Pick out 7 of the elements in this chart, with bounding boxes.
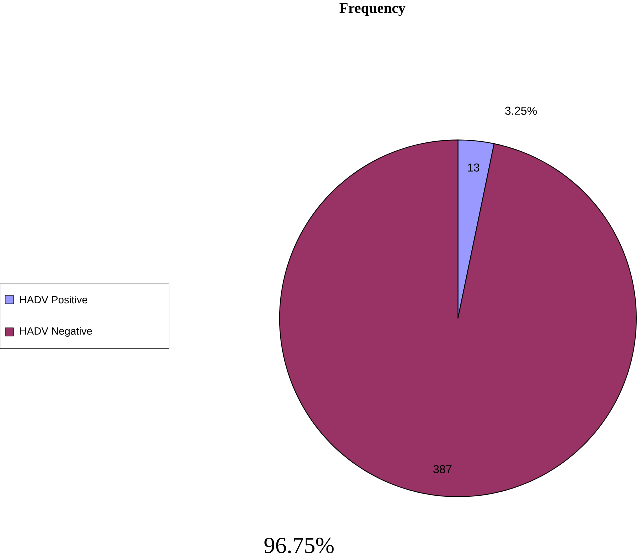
legend-label: HADV Positive [20,296,88,304]
data-label: 13 [468,164,480,172]
legend-label: HADV Negative [20,327,92,338]
data-label: 387 [434,465,452,474]
text: 96.75% [264,538,334,554]
text: 3.25% [505,106,538,116]
chart-title: Frequency [340,3,406,16]
